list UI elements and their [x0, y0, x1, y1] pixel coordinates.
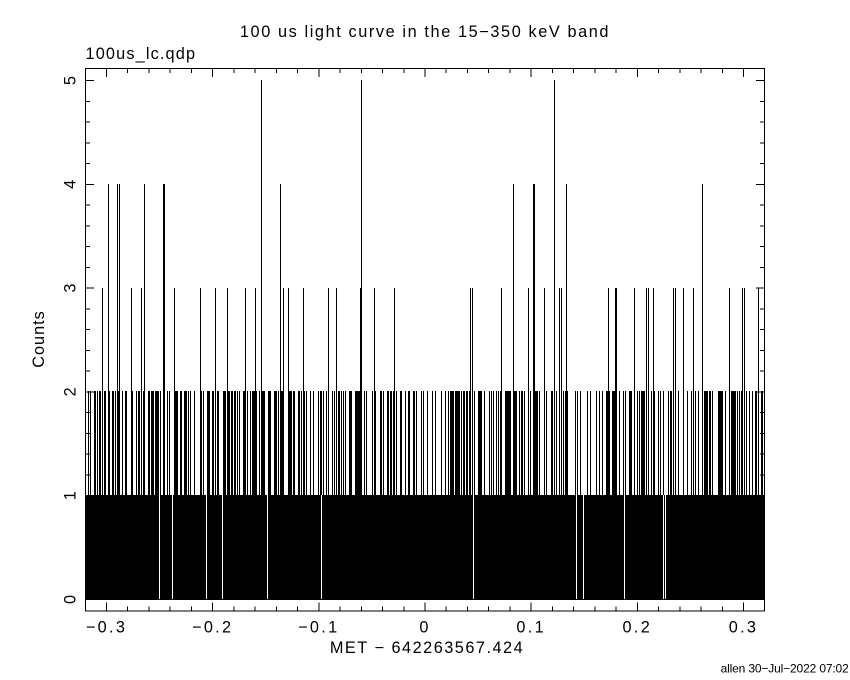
svg-text:−0.3: −0.3 [86, 618, 127, 636]
svg-text:5: 5 [62, 76, 80, 85]
svg-text:100 us light curve in the 15−3: 100 us light curve in the 15−350 keV ban… [240, 23, 610, 41]
svg-text:0.2: 0.2 [623, 618, 653, 636]
svg-text:3: 3 [62, 284, 80, 293]
svg-text:Counts: Counts [30, 310, 48, 368]
svg-text:0.1: 0.1 [516, 618, 546, 636]
svg-text:1: 1 [62, 491, 80, 500]
svg-text:2: 2 [62, 387, 80, 396]
svg-text:allen 30−Jul−2022 07:02: allen 30−Jul−2022 07:02 [721, 661, 849, 675]
svg-text:4: 4 [62, 180, 80, 189]
svg-text:MET − 642263567.424: MET − 642263567.424 [330, 639, 524, 657]
svg-text:0: 0 [62, 595, 80, 604]
svg-text:0.3: 0.3 [729, 618, 759, 636]
svg-text:−0.2: −0.2 [192, 618, 233, 636]
svg-text:100us_lc.qdp: 100us_lc.qdp [86, 45, 197, 63]
svg-text:0: 0 [419, 618, 430, 636]
svg-text:−0.1: −0.1 [298, 618, 339, 636]
